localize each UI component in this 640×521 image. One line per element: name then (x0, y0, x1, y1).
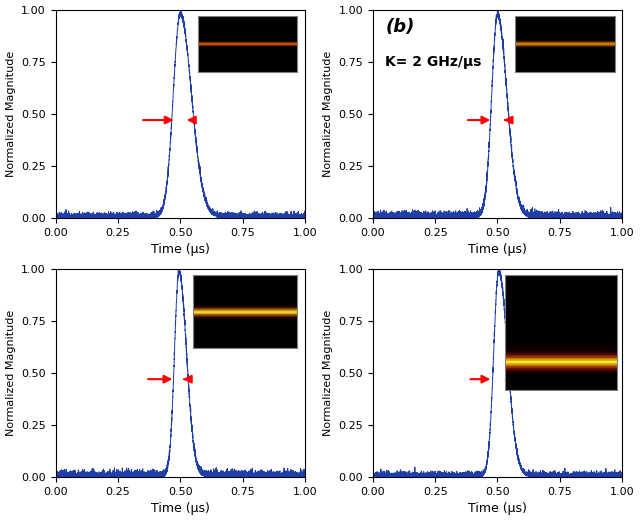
Y-axis label: Normalized Magnitude: Normalized Magnitude (323, 51, 333, 177)
Y-axis label: Normalized Magnitude: Normalized Magnitude (6, 310, 15, 436)
Text: (b): (b) (385, 18, 415, 36)
Y-axis label: Normalized Magnitude: Normalized Magnitude (323, 310, 333, 436)
X-axis label: Time (μs): Time (μs) (468, 502, 527, 515)
Text: K= 2 GHz/μs: K= 2 GHz/μs (385, 55, 482, 69)
X-axis label: Time (μs): Time (μs) (151, 502, 210, 515)
Y-axis label: Normalized Magnitude: Normalized Magnitude (6, 51, 15, 177)
X-axis label: Time (μs): Time (μs) (151, 243, 210, 256)
X-axis label: Time (μs): Time (μs) (468, 243, 527, 256)
